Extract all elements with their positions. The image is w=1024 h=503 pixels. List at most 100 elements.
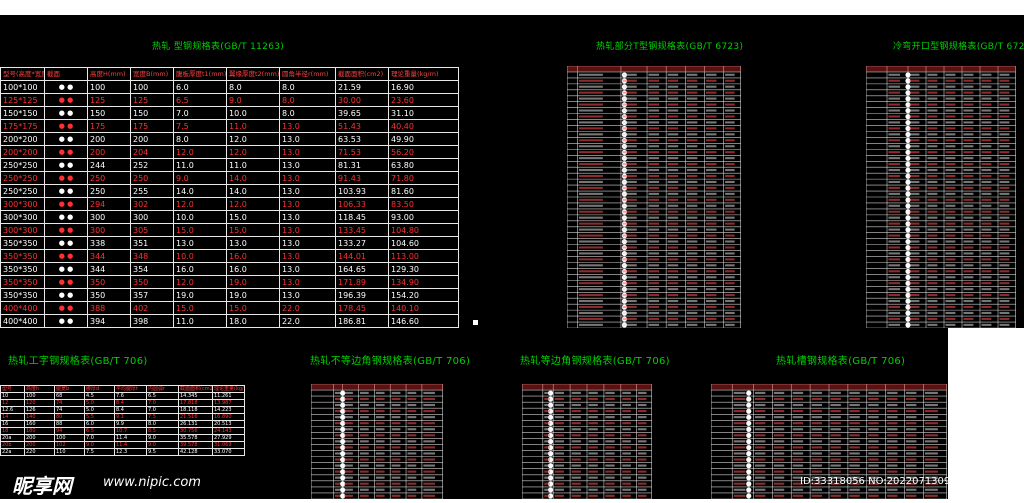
cell-text-mark: [887, 416, 898, 419]
section-shape-icon: [548, 481, 554, 487]
cell-text-mark: [792, 397, 804, 401]
cell-text-mark: [887, 488, 898, 491]
grid-header-band: [866, 66, 1016, 72]
cell-text-mark: [360, 428, 369, 431]
cell-text-mark: [648, 85, 660, 88]
cell-text-mark: [571, 391, 581, 394]
cell-text-mark: [733, 476, 746, 479]
cell-text-mark: [622, 452, 631, 455]
section-shape-icon: [905, 239, 911, 245]
cell-text-mark: [754, 397, 766, 401]
cell-text-mark: [733, 488, 746, 491]
cell-text-mark: [667, 264, 679, 267]
table-cell: 18.0: [226, 314, 280, 328]
cell-text-mark: [924, 488, 938, 491]
cell-text-mark: [999, 73, 1010, 76]
cell-text-mark: [830, 482, 841, 485]
cell-text-mark: [407, 416, 417, 419]
cell-text-mark: [981, 323, 992, 326]
table-row: 350*350 ● ● 350 357 19.0 19.0 13.0 196.39 154.20: [0, 288, 459, 302]
cell-text-mark: [725, 198, 735, 201]
cell-text-mark: [725, 282, 735, 285]
cell-text-mark: [830, 434, 841, 437]
cell-text-mark: [637, 452, 647, 455]
cell-text-mark: [754, 452, 766, 455]
cell-text-mark: [906, 464, 917, 467]
cell-text-mark: [909, 305, 920, 309]
cell-text-mark: [888, 127, 901, 130]
cell-text-mark: [578, 311, 603, 315]
cell-text-mark: [334, 452, 341, 455]
cell-text-mark: [391, 422, 401, 425]
cell-text-mark: [927, 174, 938, 178]
cell-text-mark: [792, 403, 804, 407]
table-cell: 250: [130, 171, 174, 185]
equal-angle-spec-table: [521, 383, 652, 500]
cell-text-mark: [375, 403, 385, 407]
cell-text-mark: [999, 157, 1010, 160]
cell-text-mark: [888, 133, 901, 136]
cell-text-mark: [622, 434, 631, 437]
cell-text-mark: [963, 294, 974, 297]
cell-text-mark: [667, 311, 679, 315]
cell-text-mark: [830, 416, 841, 419]
cell-text-mark: [830, 488, 841, 491]
cell-text-mark: [963, 127, 974, 130]
cell-text-mark: [605, 422, 615, 425]
cell-text-mark: [554, 452, 564, 455]
table-cell: 100: [54, 434, 85, 442]
cell-text-mark: [622, 163, 637, 166]
cell-text-mark: [705, 264, 717, 267]
cell-text-mark: [849, 428, 860, 431]
table-cell: 402: [130, 301, 174, 315]
cell-text-mark: [906, 470, 917, 473]
section-shape-icon: ● ●: [44, 301, 88, 315]
table-cell: 125: [130, 93, 174, 107]
cell-text-mark: [963, 300, 974, 303]
cell-text-mark: [999, 145, 1010, 148]
cell-text-mark: [927, 246, 938, 249]
cell-text-mark: [391, 458, 401, 461]
cell-text-mark: [571, 452, 581, 455]
cell-text-mark: [554, 494, 564, 497]
cell-text-mark: [648, 258, 660, 261]
table-cell: 14.0: [226, 184, 280, 198]
table-row: 18 180 94 6.5 10.7 8.5 30.756 24.143: [0, 427, 245, 435]
section-shape-icon: [905, 203, 911, 209]
cell-text-mark: [622, 391, 631, 394]
cell-text-mark: [888, 234, 901, 237]
cell-text-mark: [888, 294, 901, 297]
cell-text-mark: [888, 192, 901, 195]
cell-text-mark: [667, 73, 679, 76]
table-cell: 354: [130, 262, 174, 276]
table-cell: 13.0: [279, 119, 336, 133]
cell-text-mark: [981, 234, 992, 237]
section-shape-icon: [905, 191, 911, 197]
cell-text-mark: [849, 410, 860, 413]
table-cell: 120: [24, 399, 55, 407]
table-cell: 154.20: [388, 288, 459, 302]
cell-text-mark: [375, 440, 385, 443]
section-shape-icon: [746, 451, 752, 457]
cell-text-mark: [830, 446, 841, 449]
cell-text-mark: [981, 85, 992, 88]
cell-text-mark: [578, 300, 603, 303]
cell-text-mark: [605, 464, 615, 467]
cell-text-mark: [686, 252, 698, 255]
cell-text-mark: [963, 174, 974, 178]
cell-text-mark: [945, 151, 956, 154]
cell-text-mark: [705, 228, 717, 231]
cell-text-mark: [927, 163, 938, 166]
cell-text-mark: [407, 428, 417, 431]
table-row: 400*400 ● ● 388 402 15.0 15.0 22.0 178.45 140.10: [0, 301, 459, 315]
cell-text-mark: [981, 115, 992, 118]
section-shape-icon: [340, 493, 346, 499]
cell-text-mark: [725, 288, 735, 291]
cell-text-mark: [945, 192, 956, 195]
cell-text-mark: [927, 73, 938, 76]
cell-text-mark: [830, 403, 841, 407]
table-row: 20a 200 100 7.0 11.4 9.0 35.578 27.929: [0, 434, 245, 442]
cell-text-mark: [999, 222, 1010, 225]
cell-text-mark: [999, 97, 1010, 100]
section-shape-icon: ● ●: [44, 197, 88, 211]
